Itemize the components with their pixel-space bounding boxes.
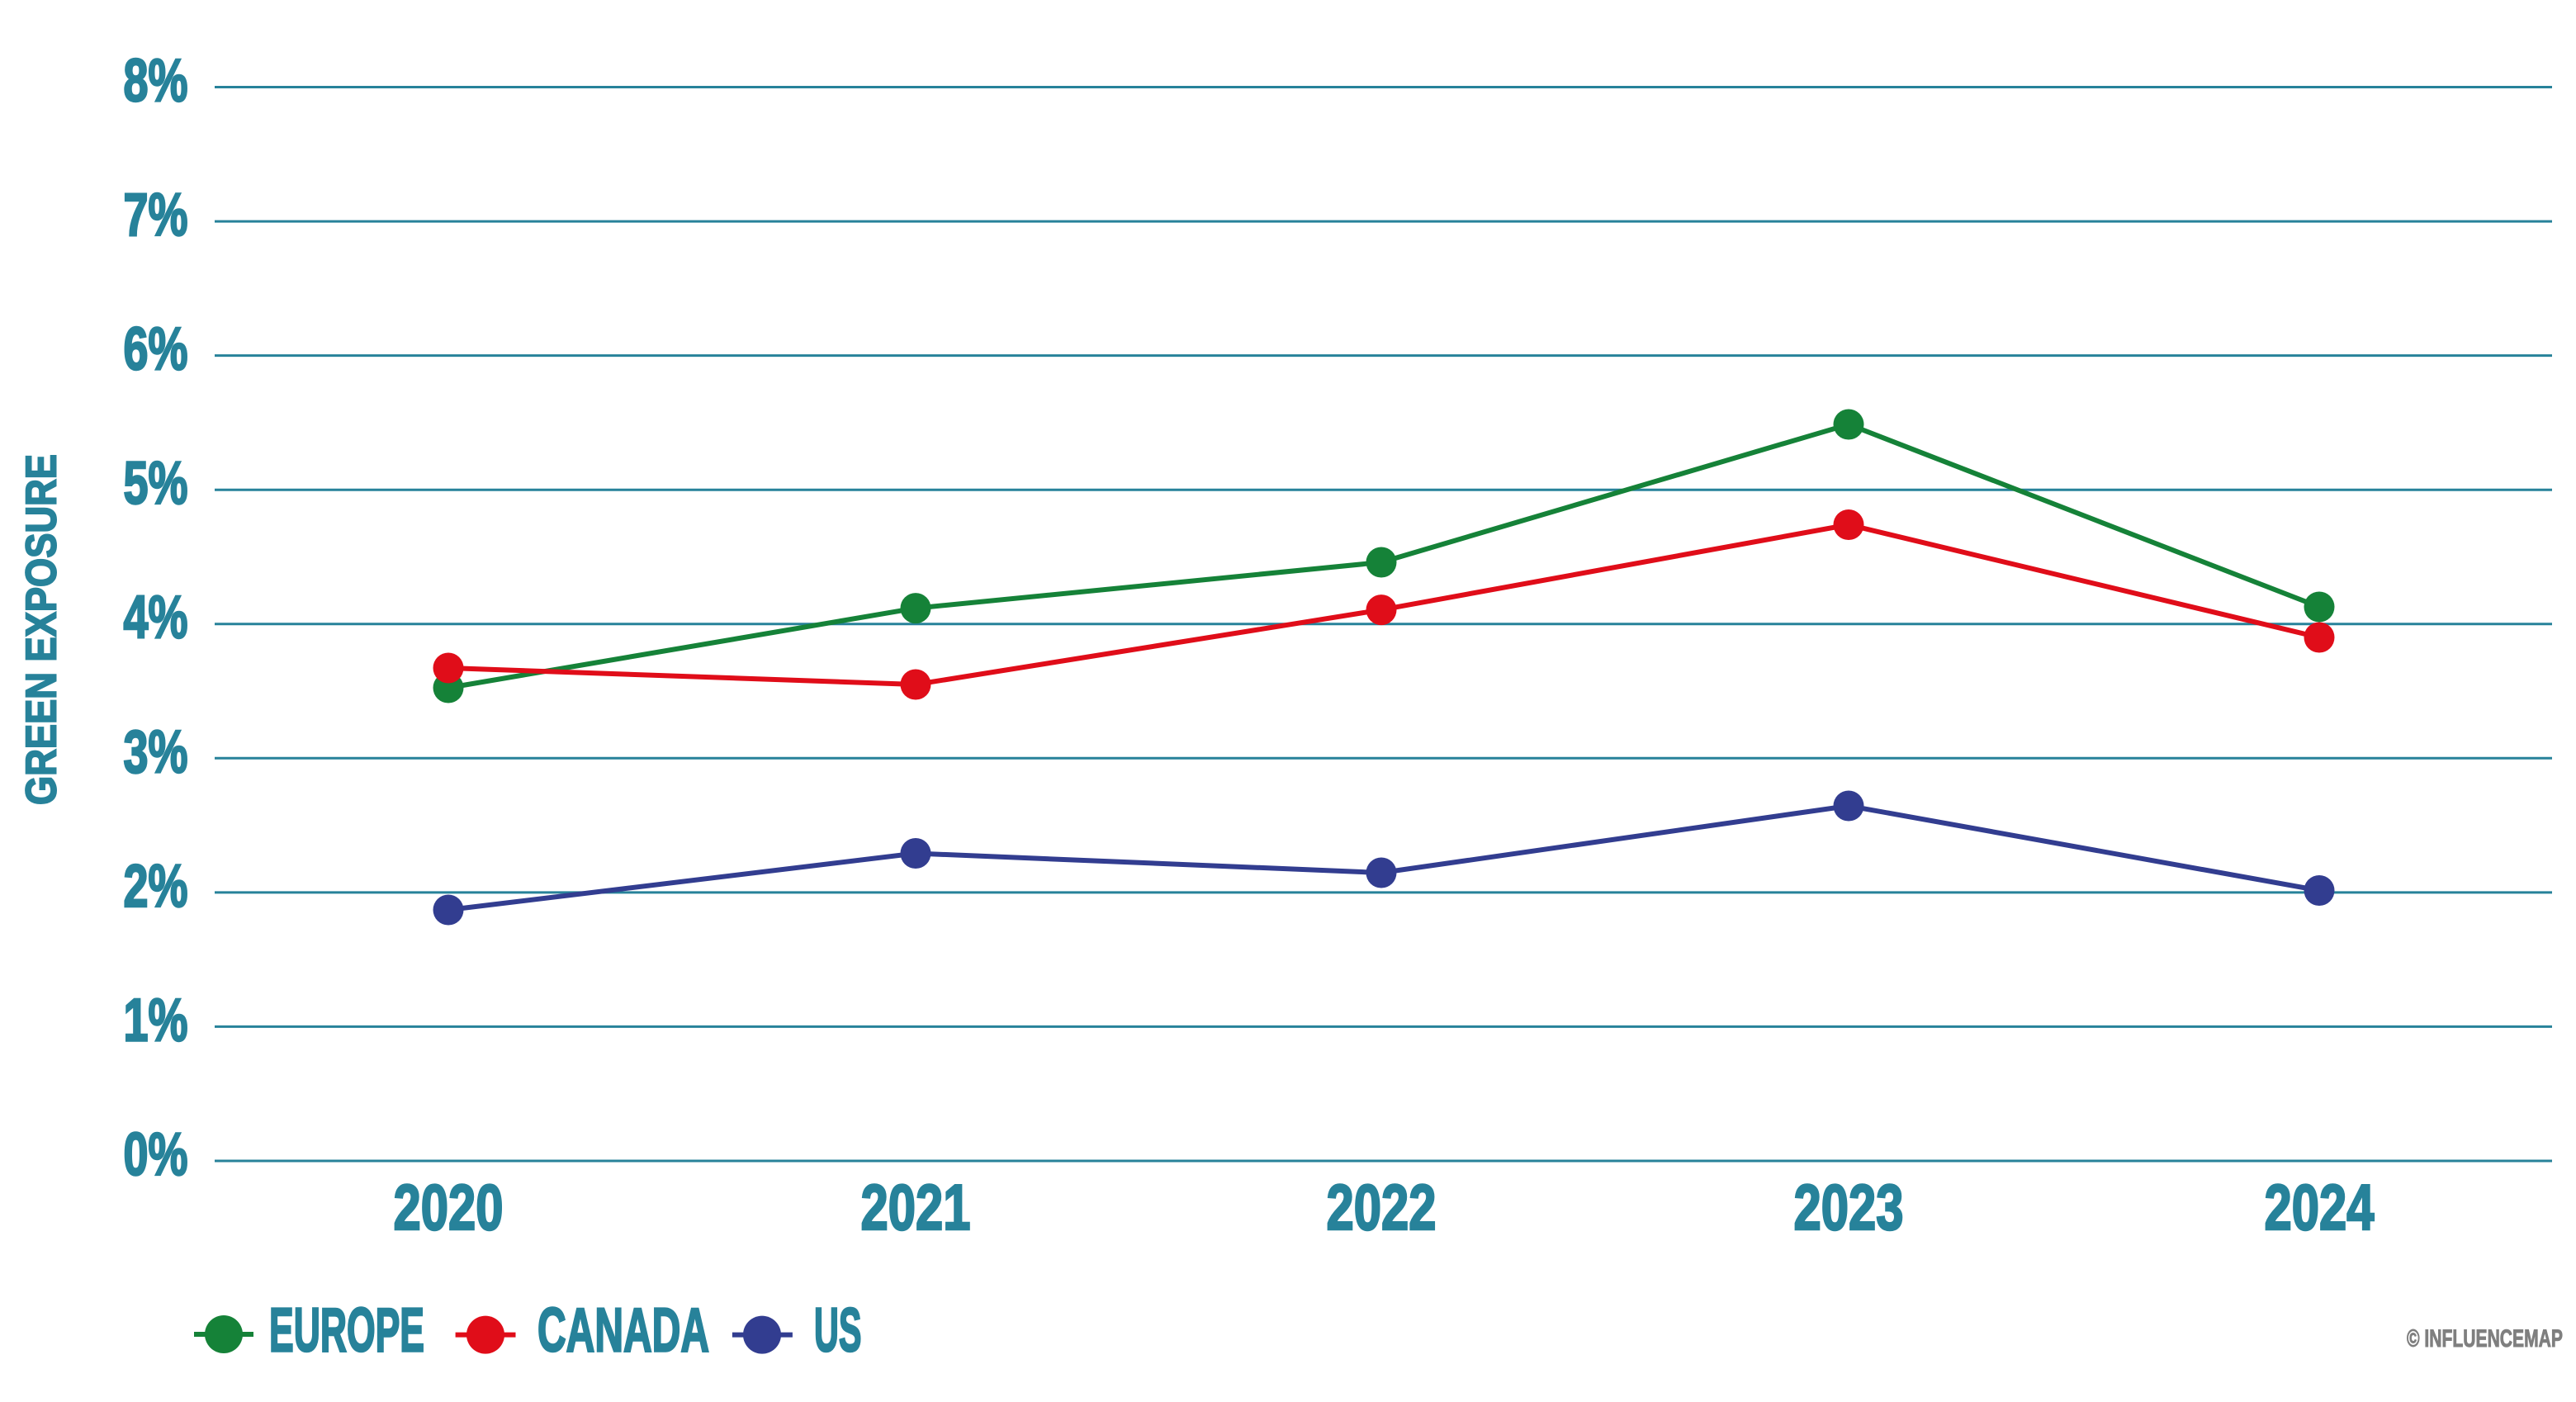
svg-text:7%: 7% bbox=[124, 182, 188, 249]
svg-text:2%: 2% bbox=[124, 853, 188, 920]
svg-text:US: US bbox=[814, 1295, 862, 1365]
svg-text:1%: 1% bbox=[124, 987, 188, 1054]
svg-text:2024: 2024 bbox=[2265, 1171, 2375, 1243]
svg-text:EUROPE: EUROPE bbox=[269, 1295, 424, 1365]
svg-text:8%: 8% bbox=[124, 48, 188, 115]
svg-text:0%: 0% bbox=[124, 1121, 188, 1188]
svg-text:2022: 2022 bbox=[1327, 1171, 1437, 1243]
svg-text:3%: 3% bbox=[124, 718, 188, 785]
svg-text:GREEN EXPOSURE: GREEN EXPOSURE bbox=[18, 454, 66, 805]
svg-text:5%: 5% bbox=[124, 450, 188, 517]
svg-text:© INFLUENCEMAP: © INFLUENCEMAP bbox=[2407, 1325, 2563, 1352]
svg-text:2023: 2023 bbox=[1794, 1171, 1904, 1243]
svg-text:2020: 2020 bbox=[394, 1171, 504, 1243]
svg-text:6%: 6% bbox=[124, 316, 188, 383]
svg-text:4%: 4% bbox=[124, 585, 188, 651]
svg-text:2021: 2021 bbox=[861, 1171, 971, 1243]
svg-text:CANADA: CANADA bbox=[537, 1295, 709, 1365]
